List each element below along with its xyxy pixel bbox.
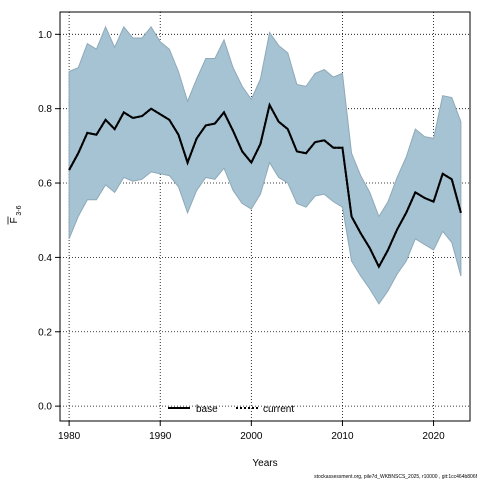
y-axis-title: F 3-6 [7, 205, 23, 225]
series-layer [68, 25, 462, 305]
legend-label-current: current [263, 404, 294, 415]
legend: base current [168, 404, 294, 415]
y-axis-title-subscript: 3-6 [16, 205, 23, 215]
y-tick-label: 0.8 [38, 104, 52, 115]
x-tick-label-1990: 1990 [149, 431, 172, 442]
y-tick-label: 0.2 [38, 327, 52, 338]
footer-source-text: stockassessment.org, pile7d_WKBNSCS_2025… [314, 474, 477, 480]
y-tick-label: 0.4 [38, 253, 52, 264]
y-tick-label: 0.0 [38, 402, 52, 413]
series-line-current [68, 102, 462, 269]
legend-label-base: base [196, 404, 218, 415]
x-axis-title: Years [252, 458, 277, 469]
y-axis: 0.0 0.2 0.4 0.6 0.8 1.0 [38, 30, 60, 413]
x-tick-label-2010: 2010 [331, 431, 354, 442]
y-tick-label: 1.0 [38, 30, 52, 41]
y-axis-title-main: F [9, 217, 20, 223]
x-axis: 1980 1990 2000 2010 2020 [58, 421, 445, 442]
x-tick-label-2000: 2000 [240, 431, 263, 442]
plot-frame [59, 11, 471, 422]
confidence-band [68, 25, 462, 305]
x-tick-label-1980: 1980 [58, 431, 81, 442]
y-tick-label: 0.6 [38, 179, 52, 190]
x-tick-label-2020: 2020 [422, 431, 445, 442]
